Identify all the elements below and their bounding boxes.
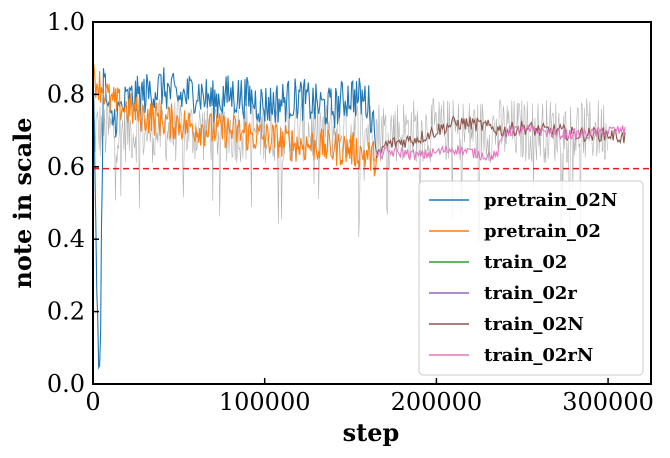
- y-tick-label: 0.0: [47, 370, 85, 398]
- x-tick-label: 200000: [391, 388, 483, 416]
- x-tick-label: 0: [85, 388, 100, 416]
- legend: pretrain_02N pretrain_02 train_02 train_02r…: [418, 180, 644, 376]
- plot-area: [93, 61, 626, 370]
- y-tick-label: 0.4: [47, 225, 85, 253]
- plot-frame: [92, 21, 652, 385]
- x-axis-ticks: 0 100000 200000 300000: [85, 378, 654, 416]
- legend-label-train-02r: train_02r: [484, 283, 577, 304]
- y-axis-ticks: 0.0 0.2 0.4 0.6 0.8 1.0: [47, 8, 99, 398]
- series-line-pretrain-02: [93, 61, 378, 177]
- y-tick-label: 0.6: [47, 153, 85, 181]
- x-tick-label: 100000: [219, 388, 311, 416]
- y-tick-label: 0.8: [47, 80, 85, 108]
- legend-label-pretrain-02: pretrain_02: [484, 221, 601, 242]
- x-tick-label: 300000: [562, 388, 654, 416]
- legend-label-pretrain-02N: pretrain_02N: [484, 190, 617, 211]
- series-line-train-02N: [375, 115, 626, 159]
- series-line-train-02rN: [375, 123, 626, 162]
- y-tick-label: 1.0: [47, 8, 85, 36]
- y-axis-title: note in scale: [8, 117, 37, 288]
- legend-label-train-02: train_02: [484, 252, 567, 273]
- legend-label-train-02rN: train_02rN: [484, 345, 593, 366]
- legend-label-train-02N: train_02N: [484, 314, 584, 335]
- x-axis-title: step: [343, 418, 400, 447]
- legend-box: [418, 180, 644, 376]
- y-tick-label: 0.2: [47, 298, 85, 326]
